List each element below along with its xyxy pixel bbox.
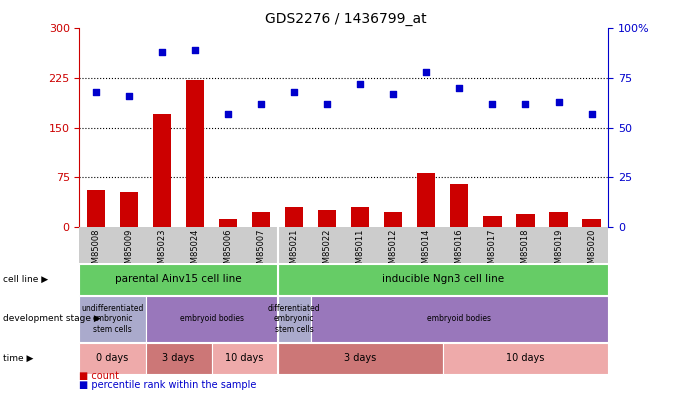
Point bbox=[454, 85, 465, 91]
Bar bbox=[311, 296, 608, 342]
Bar bbox=[417, 173, 435, 227]
Bar bbox=[549, 212, 567, 227]
Point bbox=[189, 47, 200, 53]
Bar bbox=[87, 190, 105, 227]
Text: GDS2276 / 1436799_at: GDS2276 / 1436799_at bbox=[265, 12, 426, 26]
Text: inducible Ngn3 cell line: inducible Ngn3 cell line bbox=[382, 275, 504, 284]
Text: development stage ▶: development stage ▶ bbox=[3, 314, 101, 324]
Text: GSM85020: GSM85020 bbox=[587, 228, 596, 274]
Text: GSM85012: GSM85012 bbox=[389, 228, 398, 274]
Bar bbox=[211, 343, 278, 374]
Text: GSM85021: GSM85021 bbox=[290, 228, 299, 274]
Point bbox=[354, 81, 366, 87]
Bar bbox=[252, 212, 270, 227]
Point bbox=[256, 100, 267, 107]
Text: GSM85014: GSM85014 bbox=[422, 228, 431, 274]
Point bbox=[124, 93, 135, 99]
Bar bbox=[443, 343, 608, 374]
Point bbox=[520, 100, 531, 107]
Bar bbox=[451, 184, 468, 227]
Text: differentiated
embryonic
stem cells: differentiated embryonic stem cells bbox=[268, 304, 321, 334]
Text: GSM85022: GSM85022 bbox=[323, 228, 332, 274]
Text: cell line ▶: cell line ▶ bbox=[3, 275, 48, 284]
Text: GSM85023: GSM85023 bbox=[158, 228, 167, 274]
Text: GSM85016: GSM85016 bbox=[455, 228, 464, 274]
Point bbox=[586, 111, 597, 117]
Bar bbox=[484, 215, 502, 227]
Text: GSM85018: GSM85018 bbox=[521, 228, 530, 274]
Text: GSM85008: GSM85008 bbox=[91, 228, 100, 274]
Bar bbox=[278, 343, 443, 374]
Bar bbox=[146, 343, 211, 374]
Text: embryoid bodies: embryoid bodies bbox=[428, 314, 491, 324]
Text: GSM85011: GSM85011 bbox=[356, 228, 365, 274]
Text: GSM85019: GSM85019 bbox=[554, 228, 563, 274]
Text: GSM85024: GSM85024 bbox=[191, 228, 200, 274]
Text: GSM85009: GSM85009 bbox=[124, 228, 133, 274]
Text: ■ percentile rank within the sample: ■ percentile rank within the sample bbox=[79, 379, 257, 390]
Point bbox=[223, 111, 234, 117]
Point bbox=[553, 98, 564, 105]
Bar bbox=[219, 219, 237, 227]
Text: 10 days: 10 days bbox=[225, 354, 264, 363]
Text: GSM85017: GSM85017 bbox=[488, 228, 497, 274]
Text: 3 days: 3 days bbox=[344, 354, 377, 363]
Text: 3 days: 3 days bbox=[162, 354, 195, 363]
Bar bbox=[318, 210, 337, 227]
Point bbox=[421, 69, 432, 75]
Bar bbox=[285, 207, 303, 227]
Point bbox=[157, 49, 168, 55]
Text: ■ count: ■ count bbox=[79, 371, 120, 381]
Bar bbox=[516, 213, 535, 227]
Text: 0 days: 0 days bbox=[96, 354, 129, 363]
Bar bbox=[384, 212, 402, 227]
Point bbox=[289, 89, 300, 95]
Bar bbox=[351, 207, 370, 227]
Point bbox=[322, 100, 333, 107]
Point bbox=[388, 91, 399, 97]
Bar bbox=[153, 114, 171, 227]
Bar bbox=[120, 192, 138, 227]
Point bbox=[91, 89, 102, 95]
Bar bbox=[79, 343, 146, 374]
Bar bbox=[79, 264, 278, 295]
Text: time ▶: time ▶ bbox=[3, 354, 34, 363]
Text: embryoid bodies: embryoid bodies bbox=[180, 314, 244, 324]
Text: 10 days: 10 days bbox=[507, 354, 545, 363]
Point bbox=[487, 100, 498, 107]
Text: undifferentiated
embryonic
stem cells: undifferentiated embryonic stem cells bbox=[82, 304, 144, 334]
Bar bbox=[278, 264, 608, 295]
Bar bbox=[146, 296, 278, 342]
Bar bbox=[278, 296, 311, 342]
Text: GSM85006: GSM85006 bbox=[224, 228, 233, 274]
Text: GSM85007: GSM85007 bbox=[256, 228, 265, 274]
Bar bbox=[79, 296, 146, 342]
Text: parental Ainv15 cell line: parental Ainv15 cell line bbox=[115, 275, 242, 284]
Bar bbox=[186, 80, 204, 227]
Bar bbox=[583, 219, 600, 227]
